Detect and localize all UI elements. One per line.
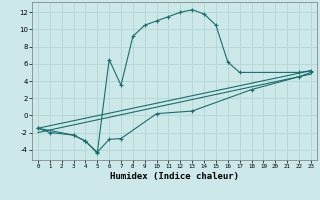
X-axis label: Humidex (Indice chaleur): Humidex (Indice chaleur): [110, 172, 239, 181]
